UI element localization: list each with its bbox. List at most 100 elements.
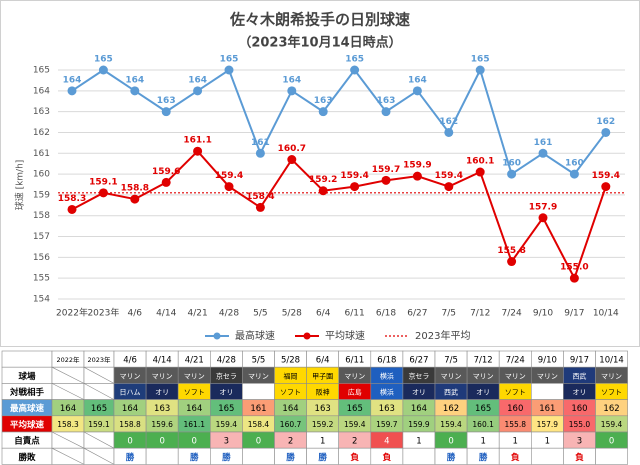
table-text: 161 (250, 404, 266, 414)
table-text: マリン (184, 372, 205, 380)
table-text: マリン (505, 372, 526, 380)
table-text: 162 (443, 404, 459, 414)
table-text: 勝 (190, 452, 199, 463)
table-text: 159.6 (151, 420, 173, 429)
data-label: 155.0 (560, 263, 588, 273)
table-text: 西武 (444, 388, 458, 397)
data-label: 157.9 (529, 202, 557, 212)
table-text: 164 (186, 404, 202, 414)
data-label: 159.4 (340, 171, 368, 181)
point (287, 86, 297, 96)
data-label: 155.8 (497, 246, 525, 256)
point (475, 167, 485, 177)
table-text: オリ (572, 389, 586, 397)
table-text: 6/27 (409, 356, 428, 366)
point (569, 273, 579, 283)
table-text: 勝 (479, 452, 488, 463)
table-diagonal (51, 447, 85, 465)
table-text: 159.4 (344, 420, 366, 429)
point (601, 127, 611, 137)
table-text: オリ (412, 389, 426, 397)
data-label: 165 (345, 55, 364, 65)
chart-frame (0, 0, 640, 347)
y-tick-label: 160 (33, 170, 50, 180)
data-label: 165 (220, 55, 239, 65)
table-text: 京セラ (408, 371, 429, 380)
table-text: 4 (384, 437, 389, 447)
data-label: 159.4 (215, 171, 243, 181)
series-line (71, 149, 607, 281)
table-text: 最高球速 (10, 403, 45, 414)
table-text: 阪神 (316, 388, 330, 397)
data-label: 161.1 (183, 136, 211, 146)
y-tick-label: 159 (33, 190, 50, 200)
y-tick-label: 157 (33, 232, 50, 242)
table-text: 159.4 (440, 420, 462, 429)
y-tick-label: 165 (33, 66, 50, 76)
point (601, 182, 611, 192)
data-label: 160 (502, 159, 521, 169)
table-text: 球場 (18, 371, 36, 382)
y-tick-label: 164 (33, 86, 50, 96)
table-text: 155.0 (569, 420, 591, 429)
table-text: 負 (511, 452, 520, 463)
table-text: 159.4 (216, 420, 238, 429)
legend-label: 最高球速 (235, 329, 275, 342)
data-label: 163 (377, 96, 396, 106)
point (444, 127, 454, 137)
table-text: マリン (473, 372, 494, 380)
data-label: 158.3 (58, 194, 86, 204)
table-diagonal (51, 366, 85, 384)
table-text: 164 (411, 404, 427, 414)
data-label: 161 (251, 138, 270, 148)
table-text: 9/17 (570, 356, 589, 366)
point (350, 65, 360, 75)
data-label: 164 (188, 75, 207, 85)
point (444, 182, 454, 192)
table-text: 1 (416, 437, 421, 447)
point (381, 175, 391, 185)
table-text: 165 (91, 404, 107, 414)
table-text: ソフト (280, 389, 301, 397)
table-text: マリン (248, 372, 269, 380)
data-label: 158.8 (121, 184, 149, 194)
series-line (71, 67, 607, 176)
point (193, 146, 203, 156)
data-label: 159.6 (152, 167, 180, 177)
table-text: 165 (347, 404, 363, 414)
x-tick-label: 9/10 (533, 309, 553, 319)
table-text: マリン (441, 372, 462, 380)
point (287, 155, 297, 165)
table-text: オリ (476, 389, 490, 397)
table-text: 158.4 (248, 420, 270, 429)
point (507, 169, 517, 179)
table-text: 広島 (348, 388, 362, 397)
table-text: 甲子園 (312, 372, 333, 380)
data-label: 159.9 (403, 161, 431, 171)
table-text: 163 (379, 404, 395, 414)
point (255, 148, 265, 158)
x-tick-label: 6/11 (344, 309, 364, 319)
table-text: 159.7 (376, 420, 398, 429)
table-text: 159.2 (312, 420, 334, 429)
table-text: 0 (127, 437, 132, 447)
data-label: 162 (439, 117, 458, 127)
table-text: 1 (480, 437, 485, 447)
data-label: 160 (565, 159, 584, 169)
table-text: ソフト (505, 389, 526, 397)
legend-label: 2023年平均 (415, 329, 470, 342)
point (255, 202, 265, 212)
table-text: 161 (539, 404, 555, 414)
table-text: 0 (159, 437, 164, 447)
data-label: 158.4 (246, 192, 274, 202)
data-label: 159.2 (309, 175, 337, 185)
table-cell (242, 383, 275, 400)
table-text: 0 (192, 437, 197, 447)
x-tick-label: 2022年 (56, 307, 88, 319)
table-text: ソフト (184, 389, 205, 397)
x-tick-label: 4/21 (187, 309, 207, 319)
table-text: 0 (448, 437, 453, 447)
legend-label: 平均球速 (325, 329, 365, 342)
table-text: 勝敗 (18, 452, 36, 463)
point (67, 204, 77, 214)
